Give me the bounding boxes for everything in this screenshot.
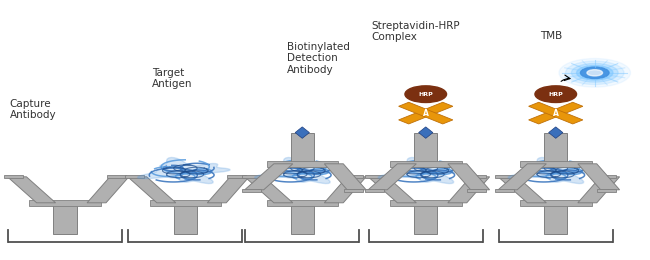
Text: Target
Antigen: Target Antigen [152,68,192,89]
Text: A: A [422,109,429,118]
Circle shape [559,58,630,87]
FancyBboxPatch shape [242,175,261,178]
FancyBboxPatch shape [5,175,23,178]
FancyBboxPatch shape [467,175,486,178]
FancyBboxPatch shape [467,188,486,192]
Polygon shape [448,164,489,190]
Text: Biotinylated
Detection
Antibody: Biotinylated Detection Antibody [287,42,350,75]
Text: HRP: HRP [549,92,563,97]
Polygon shape [498,164,546,190]
FancyBboxPatch shape [597,188,616,192]
FancyBboxPatch shape [150,200,221,206]
Polygon shape [324,177,366,203]
FancyBboxPatch shape [414,203,437,234]
Polygon shape [324,164,366,190]
Circle shape [571,63,618,82]
FancyBboxPatch shape [174,203,197,234]
Circle shape [577,66,613,80]
Circle shape [587,70,603,76]
Polygon shape [498,177,546,203]
FancyBboxPatch shape [597,175,616,178]
FancyBboxPatch shape [344,188,363,192]
FancyBboxPatch shape [344,175,363,178]
FancyBboxPatch shape [266,200,338,206]
Polygon shape [87,177,129,203]
FancyBboxPatch shape [544,203,567,234]
Polygon shape [207,177,249,203]
FancyBboxPatch shape [227,175,246,178]
Polygon shape [549,127,563,138]
Circle shape [405,86,447,102]
FancyBboxPatch shape [53,203,77,234]
Text: A: A [552,109,559,118]
FancyBboxPatch shape [365,175,384,178]
FancyBboxPatch shape [520,200,592,206]
FancyBboxPatch shape [125,175,144,178]
Text: HRP: HRP [419,92,433,97]
Polygon shape [578,164,619,190]
Polygon shape [137,158,230,184]
Circle shape [566,61,624,84]
Text: TMB: TMB [540,31,562,41]
Polygon shape [368,177,417,203]
Polygon shape [398,102,453,124]
FancyBboxPatch shape [266,161,338,167]
FancyBboxPatch shape [365,188,384,192]
Text: Capture
Antibody: Capture Antibody [10,99,57,120]
FancyBboxPatch shape [242,188,261,192]
FancyBboxPatch shape [291,203,314,234]
Polygon shape [254,158,347,184]
Polygon shape [578,177,619,203]
FancyBboxPatch shape [544,133,567,164]
Polygon shape [528,102,583,124]
FancyBboxPatch shape [495,188,514,192]
FancyBboxPatch shape [520,161,592,167]
Circle shape [580,67,609,79]
Polygon shape [508,158,601,184]
FancyBboxPatch shape [390,161,462,167]
FancyBboxPatch shape [414,133,437,164]
Polygon shape [244,164,292,190]
Polygon shape [368,164,417,190]
FancyBboxPatch shape [390,200,462,206]
Polygon shape [528,102,583,124]
Polygon shape [295,127,309,138]
Text: Streptavidin-HRP
Complex: Streptavidin-HRP Complex [372,21,460,42]
FancyBboxPatch shape [495,175,514,178]
Polygon shape [419,127,433,138]
Polygon shape [378,158,471,184]
FancyBboxPatch shape [107,175,125,178]
Polygon shape [127,177,176,203]
FancyBboxPatch shape [29,200,101,206]
Polygon shape [398,102,453,124]
Polygon shape [7,177,56,203]
Polygon shape [448,177,489,203]
FancyBboxPatch shape [291,133,314,164]
Circle shape [535,86,577,102]
Polygon shape [244,177,292,203]
